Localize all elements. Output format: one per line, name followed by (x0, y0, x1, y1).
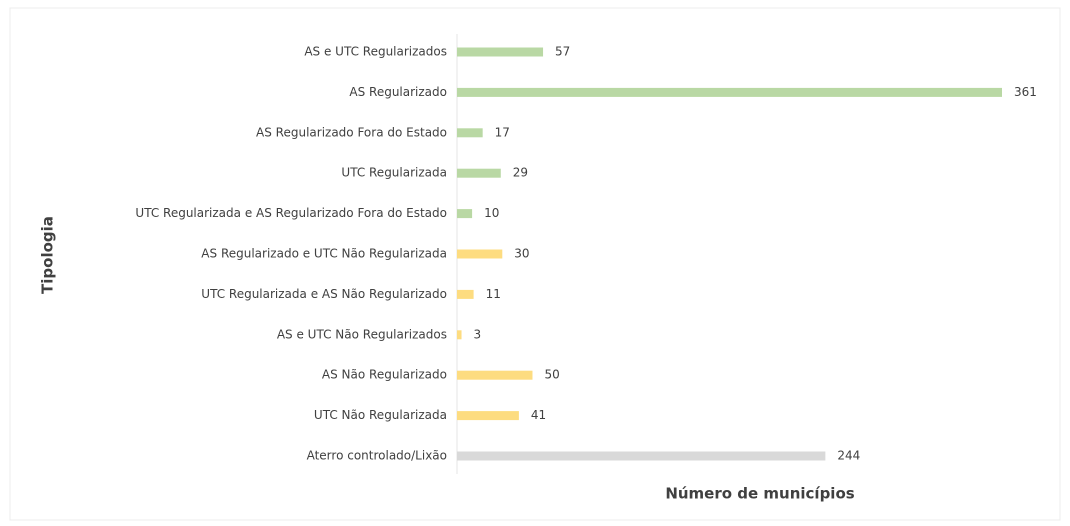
y-tick-label: Aterro controlado/Lixão (307, 449, 447, 463)
data-label: 11 (486, 287, 501, 301)
y-axis-title: Tipologia (39, 216, 57, 294)
bar (457, 87, 1002, 97)
y-tick-label: AS Regularizado e UTC Não Regularizada (201, 247, 447, 261)
y-tick-label: AS Não Regularizado (322, 368, 447, 382)
bar (457, 209, 473, 219)
data-label: 50 (544, 368, 559, 382)
bar (457, 249, 503, 259)
y-tick-label: AS Regularizado (349, 85, 447, 99)
y-tick-label: UTC Regularizada e AS Não Regularizado (201, 287, 447, 301)
y-tick-label: AS Regularizado Fora do Estado (256, 125, 447, 139)
data-label: 29 (513, 166, 528, 180)
bar (457, 289, 474, 299)
y-tick-label: UTC Não Regularizada (314, 408, 447, 422)
bar (457, 370, 533, 380)
y-tick-label: UTC Regularizada e AS Regularizado Fora … (135, 206, 447, 220)
chart-frame (9, 7, 1061, 521)
data-label: 41 (531, 408, 546, 422)
data-label: 361 (1014, 85, 1037, 99)
data-label: 30 (514, 247, 529, 261)
bar (457, 128, 483, 138)
bar (457, 330, 462, 340)
bar (457, 451, 826, 461)
data-label: 57 (555, 45, 570, 59)
y-tick-label: AS e UTC Não Regularizados (277, 327, 447, 341)
data-label: 3 (474, 327, 482, 341)
x-axis-title: Número de municípios (665, 485, 854, 503)
y-tick-label: AS e UTC Regularizados (304, 45, 447, 59)
bar (457, 47, 544, 57)
bar (457, 411, 519, 421)
bar (457, 168, 501, 178)
data-label: 10 (484, 206, 499, 220)
data-label: 17 (495, 125, 510, 139)
data-label: 244 (837, 449, 860, 463)
y-tick-label: UTC Regularizada (341, 166, 447, 180)
